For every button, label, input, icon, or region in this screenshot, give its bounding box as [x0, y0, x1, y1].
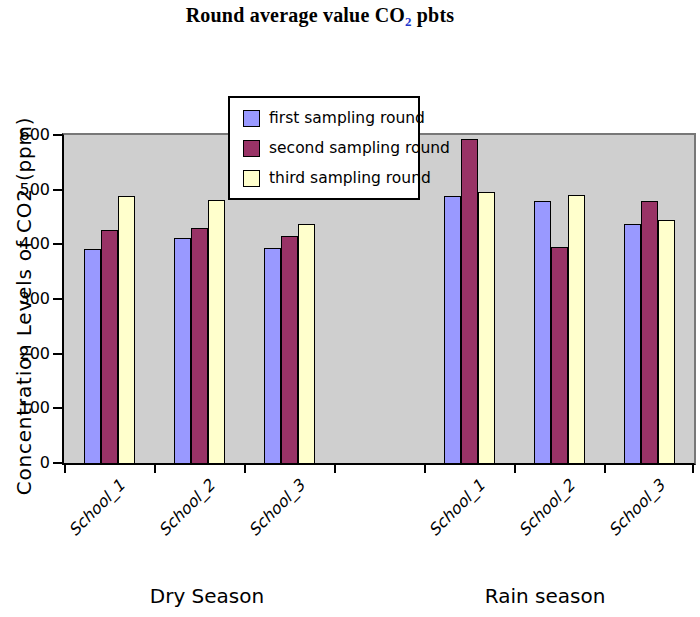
- legend-item: first sampling round: [243, 108, 412, 129]
- x-category-label: School_2: [494, 476, 578, 560]
- y-tick-label: 0: [6, 453, 50, 473]
- x-tick-mark: [424, 465, 426, 473]
- bar-first-round: [534, 201, 551, 463]
- bar-first-round: [444, 196, 461, 463]
- legend-item: third sampling round: [243, 168, 412, 189]
- bar-first-round: [174, 238, 191, 463]
- bar-third-round: [298, 224, 315, 463]
- legend-swatch-icon: [243, 140, 260, 157]
- chart-title-text: Round average value CO: [186, 4, 405, 26]
- season-label: Rain season: [435, 584, 655, 608]
- y-tick-mark: [53, 407, 62, 409]
- bar-third-round: [568, 195, 585, 463]
- x-tick-mark: [604, 465, 606, 473]
- x-category-label: School_3: [584, 476, 668, 560]
- x-tick-mark: [334, 465, 336, 473]
- x-category-label: School_3: [224, 476, 308, 560]
- bar-second-round: [101, 230, 118, 463]
- legend-item: second sampling round: [243, 138, 412, 159]
- bar-first-round: [84, 249, 101, 463]
- legend: first sampling round second sampling roun…: [228, 96, 420, 200]
- x-category-label: School_2: [134, 476, 218, 560]
- chart-title: Round average value CO2 pbts: [0, 4, 640, 27]
- x-tick-mark: [154, 465, 156, 473]
- y-tick-mark: [53, 353, 62, 355]
- bar-first-round: [264, 248, 281, 463]
- legend-label: first sampling round: [269, 108, 425, 129]
- bar-second-round: [551, 247, 568, 463]
- y-tick-label: 300: [6, 289, 50, 309]
- y-tick-label: 100: [6, 398, 50, 418]
- legend-label: third sampling round: [269, 168, 431, 189]
- bar-third-round: [658, 220, 675, 463]
- bar-second-round: [281, 236, 298, 463]
- legend-label: second sampling round: [269, 138, 450, 159]
- y-tick-label: 200: [6, 344, 50, 364]
- y-tick-mark: [53, 243, 62, 245]
- y-tick-mark: [53, 189, 62, 191]
- x-category-label: School_1: [404, 476, 488, 560]
- bar-third-round: [208, 200, 225, 463]
- chart-title-subscript: 2: [405, 14, 412, 29]
- y-tick-mark: [53, 462, 62, 464]
- y-tick-label: 400: [6, 234, 50, 254]
- y-tick-label: 500: [6, 180, 50, 200]
- bar-second-round: [461, 139, 478, 463]
- x-tick-mark: [64, 465, 66, 473]
- bar-first-round: [624, 224, 641, 463]
- x-tick-mark: [244, 465, 246, 473]
- bar-second-round: [191, 228, 208, 463]
- x-tick-mark: [692, 465, 694, 473]
- x-category-label: School_1: [44, 476, 128, 560]
- co2-bar-chart-figure: Round average value CO2pbts Concentratio…: [0, 0, 700, 617]
- bar-third-round: [478, 192, 495, 463]
- x-tick-mark: [514, 465, 516, 473]
- season-label: Dry Season: [97, 584, 317, 608]
- y-tick-label: 600: [6, 125, 50, 145]
- bar-second-round: [641, 201, 658, 463]
- legend-swatch-icon: [243, 110, 260, 127]
- y-tick-mark: [53, 298, 62, 300]
- chart-title-suffix: pbts: [417, 4, 455, 26]
- legend-swatch-icon: [243, 170, 260, 187]
- bar-third-round: [118, 196, 135, 463]
- y-tick-mark: [53, 134, 62, 136]
